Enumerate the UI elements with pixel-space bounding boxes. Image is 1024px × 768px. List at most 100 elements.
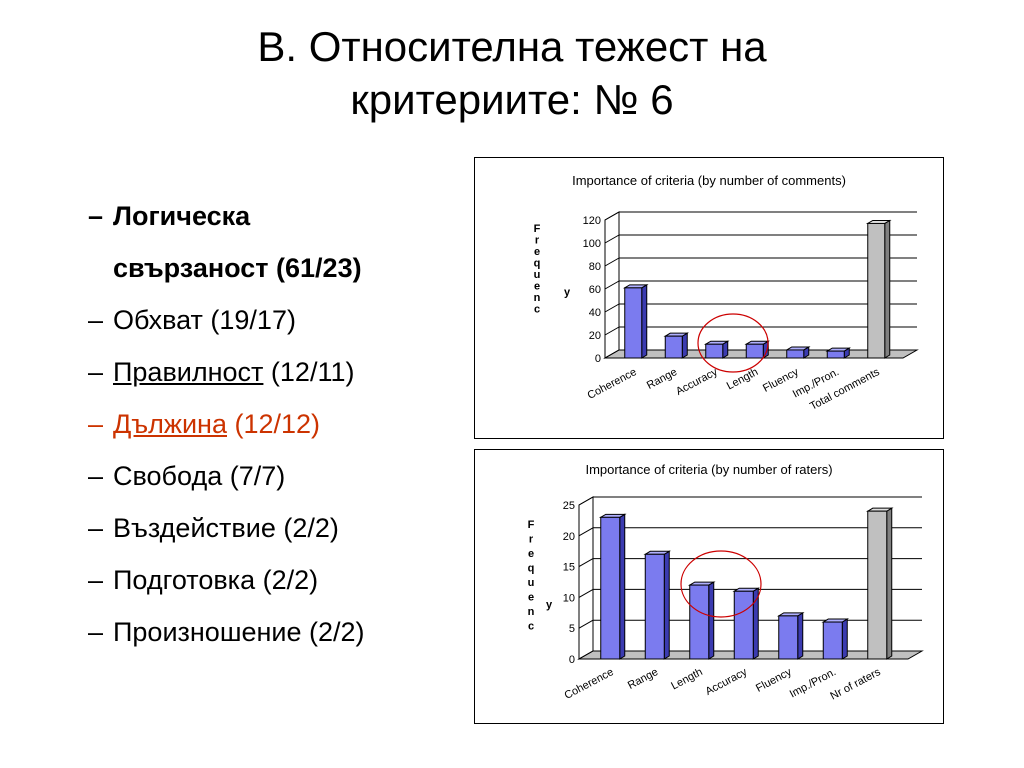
gridline-diagonal — [604, 257, 620, 267]
bar — [867, 222, 886, 359]
y-axis-label-letter: q — [528, 563, 535, 575]
bullet-dash: – — [88, 409, 104, 439]
y-axis-label-letter: q — [534, 258, 541, 270]
criteria-list: – Логическа свързаност (61/23) – Обхват (1… — [88, 190, 458, 658]
y-tick-label: 20 — [563, 531, 575, 543]
list-item: – Логическа — [88, 190, 458, 242]
y-tick-label: 25 — [563, 500, 575, 512]
chart-title: Importance of criteria (by number of rat… — [585, 462, 832, 477]
list-item-text: Произношение (2/2) — [113, 617, 365, 647]
chart-title: Importance of criteria (by number of com… — [572, 173, 846, 188]
list-item: свързаност (61/23) — [88, 242, 458, 294]
y-tick-label: 100 — [583, 238, 601, 250]
y-axis-label-letter: r — [535, 235, 540, 247]
bar-side — [641, 283, 648, 359]
y-tick-label: 40 — [589, 307, 601, 319]
bar-side — [681, 332, 688, 359]
x-tick-label: Length — [669, 666, 704, 692]
gridline-diagonal — [578, 619, 594, 629]
bar-side — [619, 513, 626, 660]
bar-side — [884, 219, 891, 359]
bullet-dash: – — [88, 565, 104, 595]
list-item-text: Свобода (7/7) — [113, 461, 286, 491]
list-item: – Обхват (19/17) — [88, 294, 458, 346]
bar — [600, 516, 621, 660]
y-tick-label: 120 — [583, 215, 601, 227]
bar-side — [797, 611, 804, 660]
y-axis-label-letter: c — [534, 304, 540, 316]
bullet-dash: – — [88, 513, 104, 543]
bar — [778, 615, 799, 660]
y-tick-label: 0 — [569, 654, 575, 666]
list-item-text-rest: (12/11) — [263, 357, 355, 387]
y-axis-label-letter: y — [546, 599, 553, 611]
list-item-text: Логическа — [113, 201, 251, 231]
gridline-diagonal — [604, 326, 620, 336]
bar-side — [663, 550, 670, 660]
gridline-diagonal — [604, 234, 620, 244]
y-axis-label-letter: n — [528, 606, 535, 618]
bar — [733, 590, 754, 660]
bullet-dash: – — [88, 617, 104, 647]
y-axis-label-letter: c — [528, 621, 534, 633]
gridline-diagonal — [604, 303, 620, 313]
list-item: – Правилност (12/11) — [88, 346, 458, 398]
bar — [867, 510, 888, 660]
gridline-diagonal — [578, 588, 594, 598]
y-axis-label-letter: F — [534, 223, 541, 235]
chart-side-wall — [578, 496, 594, 660]
bullet-dash: – — [88, 461, 104, 491]
y-tick-label: 80 — [589, 261, 601, 273]
list-item-text: свързаност (61/23) — [113, 253, 362, 283]
slide-title: В. Относителна тежест на критериите: № 6 — [0, 20, 1024, 126]
bullet-dash: – — [88, 357, 104, 387]
bar — [705, 343, 724, 359]
list-item: – Свобода (7/7) — [88, 450, 458, 502]
slide-title-line-1: В. Относителна тежест на — [257, 23, 767, 70]
bar — [664, 335, 683, 359]
y-axis-label-letter: e — [528, 592, 534, 604]
bar — [786, 349, 805, 359]
comments-bar-chart: Importance of criteria (by number of com… — [534, 173, 919, 413]
gridline-diagonal — [578, 496, 594, 506]
gridline-diagonal — [578, 558, 594, 568]
slide-title-line-2: критериите: № 6 — [350, 76, 674, 123]
y-axis-label-letter: u — [528, 577, 535, 589]
bar — [644, 553, 665, 660]
list-item-text-rest: (12/12) — [227, 409, 321, 439]
x-tick-label: Total comments — [808, 366, 882, 413]
bar — [822, 621, 843, 660]
list-item: – Въздействие (2/2) — [88, 502, 458, 554]
x-tick-label: Coherence — [562, 666, 615, 702]
x-tick-label: Coherence — [585, 366, 638, 402]
y-axis-label-letter: r — [529, 534, 534, 546]
bar — [689, 584, 710, 660]
x-tick-label: Length — [725, 366, 760, 392]
gridline-diagonal — [578, 650, 594, 660]
y-tick-label: 60 — [589, 284, 601, 296]
raters-chart-panel: Importance of criteria (by number of rat… — [474, 449, 944, 724]
list-item-text: Обхват (19/17) — [113, 305, 296, 335]
list-item-highlighted: – Дължина (12/12) — [88, 398, 458, 450]
bullet-dash: – — [88, 201, 104, 231]
y-axis-label-letter: n — [534, 292, 541, 304]
x-tick-label: Accuracy — [704, 666, 750, 698]
y-tick-label: 20 — [589, 330, 601, 342]
y-tick-label: 5 — [569, 623, 575, 635]
bar — [826, 350, 845, 359]
y-axis-label-letter: y — [564, 286, 571, 298]
y-axis-label-letter: e — [528, 548, 534, 560]
x-tick-label: Nr of raters — [828, 666, 883, 703]
x-tick-label: Range — [626, 666, 660, 692]
gridline-diagonal — [604, 349, 620, 359]
raters-bar-chart: Importance of criteria (by number of rat… — [528, 462, 924, 703]
y-axis-label-letter: e — [534, 281, 540, 293]
y-axis-label-letter: u — [534, 269, 541, 281]
bar-side — [708, 581, 715, 660]
gridline-diagonal — [578, 527, 594, 537]
y-tick-label: 15 — [563, 562, 575, 574]
bar-side — [886, 507, 893, 660]
y-tick-label: 10 — [563, 592, 575, 604]
bullet-dash: – — [88, 305, 104, 335]
y-axis-label-letter: e — [534, 246, 540, 258]
